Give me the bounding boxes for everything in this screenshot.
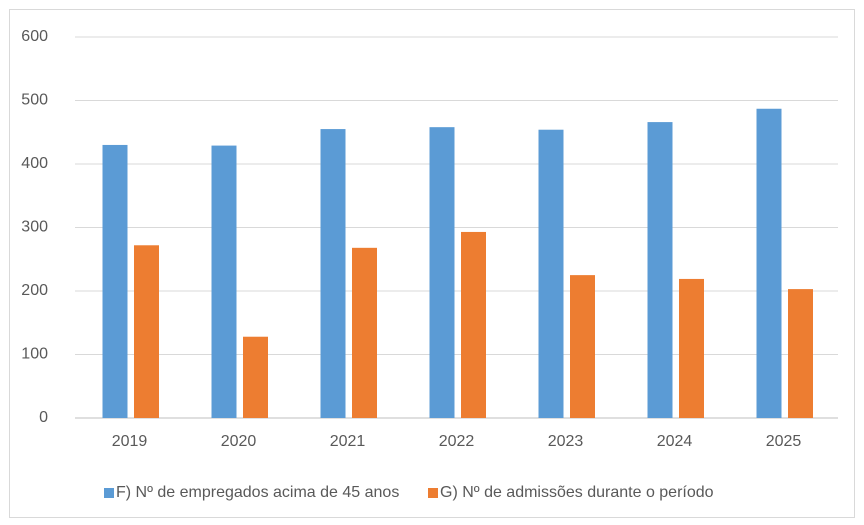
x-tick-label: 2023	[548, 433, 584, 450]
x-tick-label: 2020	[221, 433, 257, 450]
x-tick-label: 2021	[330, 433, 366, 450]
legend-swatch	[104, 488, 114, 498]
bar	[570, 275, 595, 418]
y-tick-label: 600	[21, 28, 48, 45]
bar	[102, 144, 128, 418]
bar	[134, 245, 159, 418]
bar	[211, 145, 237, 418]
bar	[756, 108, 782, 418]
bar	[243, 336, 268, 418]
y-tick-label: 400	[21, 155, 48, 172]
x-tick-label: 2024	[657, 433, 693, 450]
y-tick-label: 500	[21, 92, 48, 109]
legend-label: G) Nº de admissões durante o período	[440, 484, 714, 501]
x-tick-label: 2019	[112, 433, 148, 450]
y-tick-label: 0	[39, 409, 48, 426]
y-tick-label: 100	[21, 346, 48, 363]
bar	[429, 127, 455, 419]
y-tick-label: 200	[21, 282, 48, 299]
bar	[647, 122, 673, 418]
legend-swatch	[428, 488, 438, 498]
bar	[352, 247, 377, 418]
x-tick-label: 2025	[766, 433, 802, 450]
bar	[538, 129, 564, 418]
bar	[679, 278, 704, 418]
x-tick-label: 2022	[439, 433, 475, 450]
y-tick-label: 300	[21, 219, 48, 236]
bar	[788, 289, 813, 418]
bar	[461, 231, 486, 418]
bar	[320, 129, 346, 418]
legend-label: F) Nº de empregados acima de 45 anos	[116, 484, 399, 501]
